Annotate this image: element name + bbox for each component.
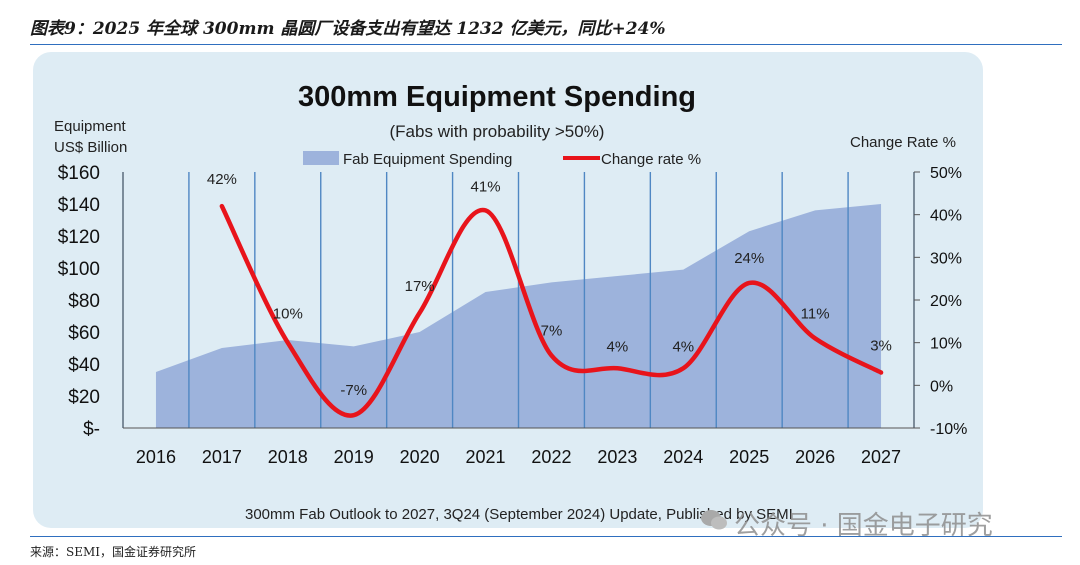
change-rate-label: 24% [734,250,764,267]
x-tick-label: 2021 [466,447,506,467]
y-tick-label: $160 [58,163,100,184]
x-tick-label: 2027 [861,447,901,467]
x-tick-label: 2020 [400,447,440,467]
legend: Fab Equipment Spending Change rate % [303,151,701,168]
y2-tick-label: 20% [930,293,962,310]
y-tick-label: $60 [68,323,100,344]
change-rate-label: 41% [471,178,501,195]
change-rate-line [219,203,884,418]
chart-title: 300mm Equipment Spending [298,81,696,113]
change-rate-label: 3% [870,338,892,355]
x-tick-label: 2025 [729,447,769,467]
source-note: 来源：SEMI，国金证券研究所 [30,545,197,559]
change-rate-label: 17% [405,278,435,295]
y-tick-label: $100 [58,259,100,280]
y-tick-label: $80 [68,291,100,312]
change-rate-label: 10% [273,306,303,323]
y-tick-label: $20 [68,387,100,408]
legend-label-line: Change rate % [601,151,701,168]
legend-swatch-area [303,151,339,165]
change-rate-label: -7% [340,382,367,399]
wechat-icon [701,510,727,530]
y-tick-label: $120 [58,227,100,248]
y-tick-label: $- [83,419,100,440]
chart-subtitle: (Fabs with probability >50%) [390,122,605,141]
y2-tick-label: 50% [930,165,962,182]
y2-tick-label: 0% [930,378,953,395]
change-rate-label: 11% [801,305,830,322]
plot-area: $- $20 $40 $60 $80 $100 $120 $140 $160 -10% 0% 10% 2… [58,163,968,467]
change-rate-label: 4% [672,338,694,355]
y2-tick-label: 10% [930,336,962,353]
y2-tick-label: 30% [930,250,962,267]
chart-footer: 300mm Fab Outlook to 2027, 3Q24 (Septemb… [245,506,793,523]
change-rate-label: 4% [607,338,629,355]
x-tick-label: 2017 [202,447,242,467]
change-rate-label: 7% [541,322,563,339]
legend-label-area: Fab Equipment Spending [343,151,512,168]
right-axis-label: Change Rate % [850,134,956,151]
x-tick-label: 2022 [531,447,571,467]
y-tick-label: $40 [68,355,100,376]
x-tick-label: 2016 [136,447,176,467]
left-axis-label-line2: US$ Billion [54,139,127,156]
y2-tick-label: 40% [930,208,962,225]
caption-divider [30,44,1062,45]
x-tick-label: 2019 [334,447,374,467]
x-tick-label: 2026 [795,447,835,467]
footer-divider [30,536,1062,537]
x-tick-label: 2023 [597,447,637,467]
y-tick-label: $140 [58,195,100,216]
x-tick-label: 2018 [268,447,308,467]
x-tick-label: 2024 [663,447,703,467]
figure-caption: 图表9：2025 年全球 300mm 晶圆厂设备支出有望达 1232 亿美元，同… [30,19,666,39]
change-rate-label: 42% [207,171,237,188]
y2-tick-label: -10% [930,421,967,438]
left-axis-label-line1: Equipment [54,118,127,135]
